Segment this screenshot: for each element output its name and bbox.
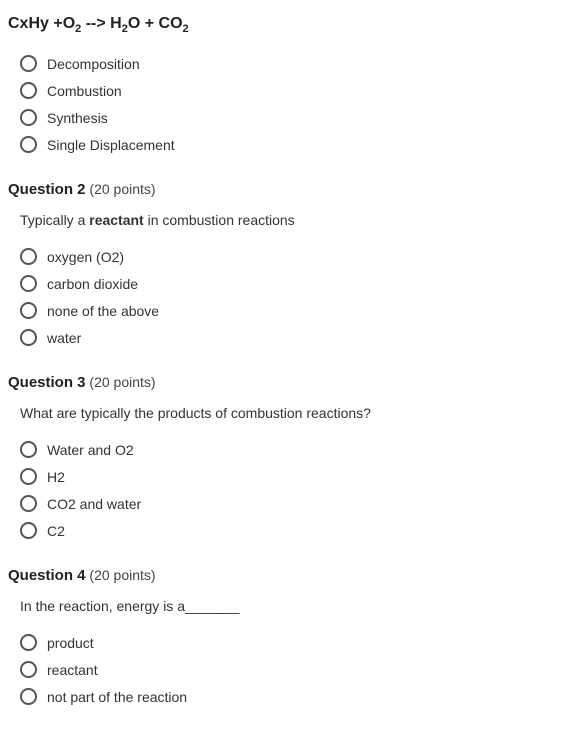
q3-points: (20 points) bbox=[89, 374, 155, 390]
radio-icon[interactable] bbox=[20, 329, 37, 346]
q1-option-3[interactable]: Single Displacement bbox=[20, 136, 570, 153]
q1-option-0[interactable]: Decomposition bbox=[20, 55, 570, 72]
question-3-block: Question 3 (20 points) What are typicall… bbox=[8, 374, 570, 539]
radio-icon[interactable] bbox=[20, 522, 37, 539]
q2-option-label-2: none of the above bbox=[47, 303, 159, 319]
q3-option-3[interactable]: C2 bbox=[20, 522, 570, 539]
equation-text: CxHy +O2 --> H2O + CO2 bbox=[8, 15, 570, 35]
q3-title: Question 3 bbox=[8, 374, 86, 391]
q2-option-1[interactable]: carbon dioxide bbox=[20, 275, 570, 292]
q1-option-label-3: Single Displacement bbox=[47, 137, 175, 153]
q3-options: Water and O2 H2 CO2 and water C2 bbox=[20, 441, 570, 539]
q3-option-label-1: H2 bbox=[47, 469, 65, 485]
q2-title: Question 2 bbox=[8, 181, 86, 198]
q4-option-label-0: product bbox=[47, 635, 94, 651]
radio-icon[interactable] bbox=[20, 82, 37, 99]
q2-text: Typically a reactant in combustion react… bbox=[20, 212, 570, 228]
q2-options: oxygen (O2) carbon dioxide none of the a… bbox=[20, 248, 570, 346]
radio-icon[interactable] bbox=[20, 55, 37, 72]
q1-option-2[interactable]: Synthesis bbox=[20, 109, 570, 126]
q1-option-label-0: Decomposition bbox=[47, 56, 140, 72]
q3-option-0[interactable]: Water and O2 bbox=[20, 441, 570, 458]
q2-option-label-0: oxygen (O2) bbox=[47, 249, 124, 265]
radio-icon[interactable] bbox=[20, 248, 37, 265]
q1-options: Decomposition Combustion Synthesis Singl… bbox=[20, 55, 570, 153]
radio-icon[interactable] bbox=[20, 634, 37, 651]
q3-option-label-3: C2 bbox=[47, 523, 65, 539]
q4-options: product reactant not part of the reactio… bbox=[20, 634, 570, 705]
q1-option-label-1: Combustion bbox=[47, 83, 122, 99]
radio-icon[interactable] bbox=[20, 688, 37, 705]
q2-option-2[interactable]: none of the above bbox=[20, 302, 570, 319]
radio-icon[interactable] bbox=[20, 136, 37, 153]
q2-option-3[interactable]: water bbox=[20, 329, 570, 346]
question-4-block: Question 4 (20 points) In the reaction, … bbox=[8, 567, 570, 705]
q4-header: Question 4 (20 points) bbox=[8, 567, 570, 584]
q4-option-label-2: not part of the reaction bbox=[47, 689, 187, 705]
q2-points: (20 points) bbox=[89, 181, 155, 197]
q4-title: Question 4 bbox=[8, 567, 86, 584]
radio-icon[interactable] bbox=[20, 302, 37, 319]
q3-option-label-2: CO2 and water bbox=[47, 496, 141, 512]
q1-option-1[interactable]: Combustion bbox=[20, 82, 570, 99]
radio-icon[interactable] bbox=[20, 275, 37, 292]
radio-icon[interactable] bbox=[20, 495, 37, 512]
q3-option-2[interactable]: CO2 and water bbox=[20, 495, 570, 512]
radio-icon[interactable] bbox=[20, 661, 37, 678]
q4-option-label-1: reactant bbox=[47, 662, 98, 678]
q4-option-0[interactable]: product bbox=[20, 634, 570, 651]
q3-option-1[interactable]: H2 bbox=[20, 468, 570, 485]
q4-points: (20 points) bbox=[89, 567, 155, 583]
q2-option-label-3: water bbox=[47, 330, 81, 346]
q4-text: In the reaction, energy is a_______ bbox=[20, 598, 570, 614]
q3-header: Question 3 (20 points) bbox=[8, 374, 570, 391]
question-2-block: Question 2 (20 points) Typically a react… bbox=[8, 181, 570, 346]
radio-icon[interactable] bbox=[20, 109, 37, 126]
q4-option-2[interactable]: not part of the reaction bbox=[20, 688, 570, 705]
q2-header: Question 2 (20 points) bbox=[8, 181, 570, 198]
q4-option-1[interactable]: reactant bbox=[20, 661, 570, 678]
q2-option-label-1: carbon dioxide bbox=[47, 276, 138, 292]
radio-icon[interactable] bbox=[20, 468, 37, 485]
q2-option-0[interactable]: oxygen (O2) bbox=[20, 248, 570, 265]
q1-option-label-2: Synthesis bbox=[47, 110, 108, 126]
q3-option-label-0: Water and O2 bbox=[47, 442, 134, 458]
q3-text: What are typically the products of combu… bbox=[20, 405, 570, 421]
radio-icon[interactable] bbox=[20, 441, 37, 458]
